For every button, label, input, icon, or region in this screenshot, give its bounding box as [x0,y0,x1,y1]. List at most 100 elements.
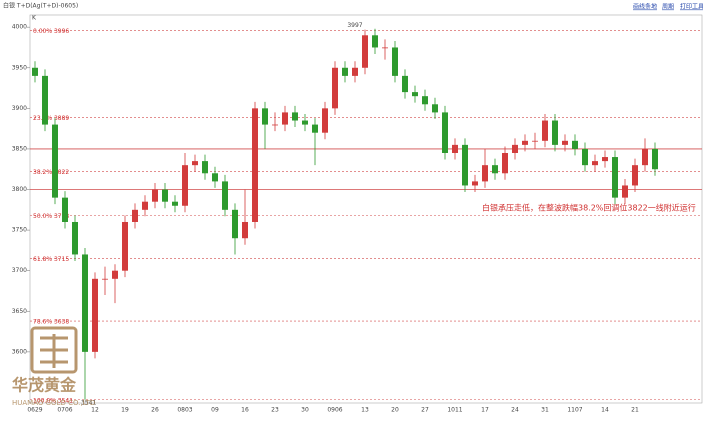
candle-body [502,152,508,174]
candle-body [82,254,88,352]
candle-body [272,124,278,126]
candle-body [212,173,218,182]
candle-body [532,140,538,142]
axis-mark: K [32,15,37,22]
candle-body [412,92,418,97]
candle-body [652,148,658,170]
x-tick-label: 21 [631,407,639,414]
logo-icon [30,326,78,374]
candle-body [472,181,478,186]
x-tick-label: 0629 [27,407,42,414]
y-tick-label: 3700 [12,267,27,274]
candle-body [352,67,358,76]
candle-body [182,165,188,206]
candle-body [572,140,578,149]
fib-label: 100.0% 3541 [33,397,73,404]
candle-body [642,148,648,166]
x-tick-label: 13 [361,407,369,414]
candle-body [492,165,498,174]
candle-body [322,108,328,133]
candle-body [32,67,38,76]
x-tick-label: 26 [151,407,159,414]
candle-body [562,140,568,145]
candle-body [582,148,588,166]
y-tick-label: 3750 [12,227,27,234]
y-tick-label: 3650 [12,308,27,315]
candle-body [302,120,308,125]
candle-body [52,124,58,198]
x-tick-label: 30 [301,407,309,414]
x-tick-label: 0906 [327,407,342,414]
candle-body [372,35,378,48]
candle-body [172,201,178,206]
fib-label: 38.2% 3822 [33,169,69,176]
plot-frame [29,14,703,404]
candle-body [552,120,558,145]
x-tick-label: 24 [511,407,519,414]
toolbar-link[interactable]: 打印工具 [680,3,703,11]
x-tick-label: 20 [391,407,399,414]
x-tick-label: 19 [121,407,129,414]
candle-body [362,35,368,68]
candle-body [192,161,198,166]
fib-label: 78.6% 3638 [33,319,69,326]
candle-body [262,108,268,125]
x-tick-label: 23 [271,407,279,414]
y-tick-label: 3950 [12,64,27,71]
y-tick-label: 3800 [12,186,27,193]
candle-body [242,221,248,239]
chart-title: 白银 T+D(Ag(T+D)-0605) [3,2,78,10]
toolbar-link[interactable]: 画线条地 [633,3,657,11]
peak-label: 3997 [347,22,362,29]
logo-icon [40,334,68,368]
trough-label: 3541 [81,399,96,406]
x-tick-label: 16 [241,407,249,414]
candle-body [382,47,388,49]
candle-body [62,197,68,222]
candle-body [222,181,228,210]
x-tick-label: 0706 [57,407,72,414]
candle-body [162,189,168,202]
candle-body [252,108,258,222]
x-tick-label: 12 [91,407,99,414]
logo: 华茂黄金 HUAMAO GOLD CO.,LTD [12,326,95,407]
x-tick-label: 1011 [447,407,462,414]
x-tick-label: 09 [211,407,219,414]
toolbar-link[interactable]: 周期 [662,3,674,11]
candle-body [482,165,488,182]
fib-label: 23.6% 3889 [33,115,69,122]
candle-body [422,96,428,105]
candle-body [102,278,108,280]
fib-label: 61.8% 3715 [33,256,69,263]
candle-body [342,67,348,76]
fib-label: 50.0% 3768 [33,213,69,220]
candle-body [392,47,398,76]
annotation: 白银承压走低，在整波跌幅38.2%回调位3822一线附近运行 [482,203,696,213]
candle-body [72,221,78,255]
candle-body [202,161,208,174]
candle-body [152,189,158,202]
fib-label: 0.00% 3996 [33,28,69,35]
y-tick-label: 3850 [12,145,27,152]
y-tick-label: 3600 [12,348,27,355]
candle-body [632,165,638,186]
candle-body [622,185,628,198]
x-tick-label: 0803 [177,407,192,414]
x-tick-label: 31 [541,407,549,414]
candle-body [602,157,608,162]
candle-body [432,104,438,113]
candle-body [542,120,548,141]
candle-body [332,67,338,109]
candle-body [512,144,518,153]
candle-body [122,221,128,271]
candle-body [282,112,288,125]
candle-body [92,278,98,352]
candle-body [592,161,598,166]
candle-body [42,75,48,125]
candle-body [452,144,458,153]
x-tick-label: 17 [481,407,489,414]
logo-name: 华茂黄金 [12,376,77,395]
x-tick-label: 14 [601,407,609,414]
candle-body [132,209,138,222]
